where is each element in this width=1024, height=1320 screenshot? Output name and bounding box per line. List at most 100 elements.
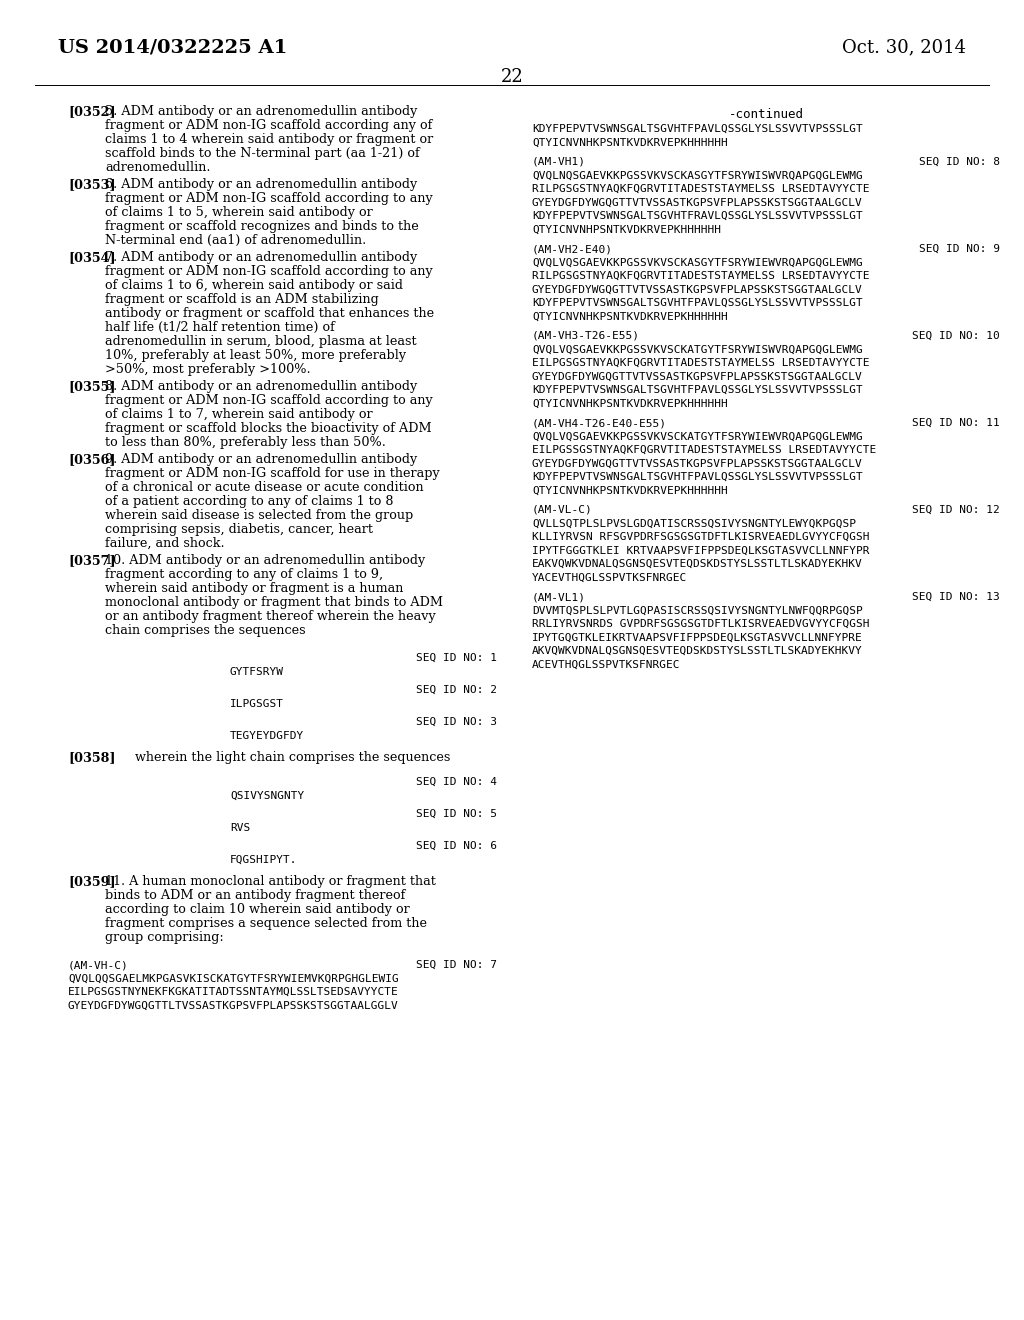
Text: to less than 80%, preferably less than 50%.: to less than 80%, preferably less than 5… xyxy=(105,436,386,449)
Text: RVS: RVS xyxy=(230,822,250,833)
Text: fragment comprises a sequence selected from the: fragment comprises a sequence selected f… xyxy=(105,917,427,931)
Text: DVVMTQSPLSLPVTLGQPASISCRSSQSIVYSNGNTYLNWFQQRPGQSP: DVVMTQSPLSLPVTLGQPASISCRSSQSIVYSNGNTYLNW… xyxy=(532,606,863,615)
Text: EILPGSGSTNYAQKFQGRVTITADESTSTAYMELSS LRSEDTAVYYCTE: EILPGSGSTNYAQKFQGRVTITADESTSTAYMELSS LRS… xyxy=(532,358,869,368)
Text: QTYICNVNHKPSNTKVDKRVEPKHHHHHH: QTYICNVNHKPSNTKVDKRVEPKHHHHHH xyxy=(532,399,728,408)
Text: SEQ ID NO: 4: SEQ ID NO: 4 xyxy=(416,777,497,787)
Text: [0352]: [0352] xyxy=(68,106,116,117)
Text: SEQ ID NO: 10: SEQ ID NO: 10 xyxy=(912,331,1000,341)
Text: IPYTGQGTKLEIKRTVAAPSVFIFPPSDEQLKSGTASVVCLLNNFYPRE: IPYTGQGTKLEIKRTVAAPSVFIFPPSDEQLKSGTASVVC… xyxy=(532,632,863,643)
Text: FQGSHIPYT.: FQGSHIPYT. xyxy=(230,855,298,865)
Text: IPYTFGGGTKLEI KRTVAAPSVFIFPPSDEQLKSGTASVVCLLNNFYPR: IPYTFGGGTKLEI KRTVAAPSVFIFPPSDEQLKSGTASV… xyxy=(532,545,869,556)
Text: ILPGSGST: ILPGSGST xyxy=(230,700,284,709)
Text: half life (t1/2 half retention time) of: half life (t1/2 half retention time) of xyxy=(105,321,335,334)
Text: wherein the light chain comprises the sequences: wherein the light chain comprises the se… xyxy=(135,751,451,764)
Text: according to claim 10 wherein said antibody or: according to claim 10 wherein said antib… xyxy=(105,903,410,916)
Text: GYEYDGFDYWGQGTTVTVSSASTKGPSVFPLAPSSKSTSGGTAALGCLV: GYEYDGFDYWGQGTTVTVSSASTKGPSVFPLAPSSKSTSG… xyxy=(532,371,863,381)
Text: KDYFPEPVTVSWNSGALTSGVHTFPAVLQSSGLYSLSSVVTVPSSSLGT: KDYFPEPVTVSWNSGALTSGVHTFPAVLQSSGLYSLSSVV… xyxy=(532,124,863,135)
Text: [0355]: [0355] xyxy=(68,380,116,393)
Text: fragment or ADM non-IG scaffold according any of: fragment or ADM non-IG scaffold accordin… xyxy=(105,119,432,132)
Text: >50%, most preferably >100%.: >50%, most preferably >100%. xyxy=(105,363,310,376)
Text: QVQLQQSGAELMKPGASVKISCKATGYTFSRYWIEMVKQRPGHGLEWIG: QVQLQQSGAELMKPGASVKISCKATGYTFSRYWIEMVKQR… xyxy=(68,974,398,983)
Text: scaffold binds to the N-terminal part (aa 1-21) of: scaffold binds to the N-terminal part (a… xyxy=(105,147,420,160)
Text: binds to ADM or an antibody fragment thereof: binds to ADM or an antibody fragment the… xyxy=(105,888,406,902)
Text: GYEYDGFDYWGQGTTVTVSSASTKGPSVFPLAPSSKSTSGGTAALGCLV: GYEYDGFDYWGQGTTVTVSSASTKGPSVFPLAPSSKSTSG… xyxy=(532,285,863,294)
Text: EILPGSSGSTNYAQKFQGRVTITADESTSTAYMELSS LRSEDTAVYYCTE: EILPGSSGSTNYAQKFQGRVTITADESTSTAYMELSS LR… xyxy=(532,445,877,455)
Text: US 2014/0322225 A1: US 2014/0322225 A1 xyxy=(58,38,288,55)
Text: [0357]: [0357] xyxy=(68,554,116,568)
Text: or an antibody fragment thereof wherein the heavy: or an antibody fragment thereof wherein … xyxy=(105,610,436,623)
Text: ACEVTHQGLSSPVTKSFNRGEC: ACEVTHQGLSSPVTKSFNRGEC xyxy=(532,660,681,669)
Text: SEQ ID NO: 11: SEQ ID NO: 11 xyxy=(912,418,1000,428)
Text: fragment or ADM non-IG scaffold according to any: fragment or ADM non-IG scaffold accordin… xyxy=(105,393,433,407)
Text: GYTFSRYW: GYTFSRYW xyxy=(230,667,284,677)
Text: [0359]: [0359] xyxy=(68,875,116,888)
Text: chain comprises the sequences: chain comprises the sequences xyxy=(105,624,305,638)
Text: 8. ADM antibody or an adrenomedullin antibody: 8. ADM antibody or an adrenomedullin ant… xyxy=(105,380,417,393)
Text: (AM-VL1): (AM-VL1) xyxy=(532,591,586,602)
Text: of claims 1 to 7, wherein said antibody or: of claims 1 to 7, wherein said antibody … xyxy=(105,408,373,421)
Text: SEQ ID NO: 1: SEQ ID NO: 1 xyxy=(416,653,497,663)
Text: fragment or ADM non-IG scaffold according to any: fragment or ADM non-IG scaffold accordin… xyxy=(105,191,433,205)
Text: (AM-VH1): (AM-VH1) xyxy=(532,157,586,168)
Text: SEQ ID NO: 7: SEQ ID NO: 7 xyxy=(416,960,497,970)
Text: (AM-VH4-T26-E40-E55): (AM-VH4-T26-E40-E55) xyxy=(532,418,667,428)
Text: N-terminal end (aa1) of adrenomedullin.: N-terminal end (aa1) of adrenomedullin. xyxy=(105,234,367,247)
Text: GYEYDGFDYWGQGTTLTVSSASTKGPSVFPLAPSSKSTSGGTAALGGLV: GYEYDGFDYWGQGTTLTVSSASTKGPSVFPLAPSSKSTSG… xyxy=(68,1001,398,1011)
Text: SEQ ID NO: 6: SEQ ID NO: 6 xyxy=(416,841,497,851)
Text: 10%, preferably at least 50%, more preferably: 10%, preferably at least 50%, more prefe… xyxy=(105,348,407,362)
Text: 9. ADM antibody or an adrenomedullin antibody: 9. ADM antibody or an adrenomedullin ant… xyxy=(105,453,417,466)
Text: QTYICNVNHKPSNTKVDKRVEPKHHHHHH: QTYICNVNHKPSNTKVDKRVEPKHHHHHH xyxy=(532,137,728,148)
Text: fragment or scaffold recognizes and binds to the: fragment or scaffold recognizes and bind… xyxy=(105,220,419,234)
Text: KDYFPEPVTVSWNSGALTSGVHTFPAVLQSSGLYSLSSVVTVPSSSLGT: KDYFPEPVTVSWNSGALTSGVHTFPAVLQSSGLYSLSSVV… xyxy=(532,298,863,308)
Text: YACEVTHQGLSSPVTKSFNRGEC: YACEVTHQGLSSPVTKSFNRGEC xyxy=(532,573,687,582)
Text: (AM-VL-C): (AM-VL-C) xyxy=(532,506,593,515)
Text: of claims 1 to 5, wherein said antibody or: of claims 1 to 5, wherein said antibody … xyxy=(105,206,373,219)
Text: 5. ADM antibody or an adrenomedullin antibody: 5. ADM antibody or an adrenomedullin ant… xyxy=(105,106,418,117)
Text: QVQLVQSGAEVKKPGSSVKVSCKATGYTFSRYWIEWVRQAPGQGLEWMG: QVQLVQSGAEVKKPGSSVKVSCKATGYTFSRYWIEWVRQA… xyxy=(532,432,863,441)
Text: fragment or ADM non-IG scaffold for use in therapy: fragment or ADM non-IG scaffold for use … xyxy=(105,467,439,480)
Text: claims 1 to 4 wherein said antibody or fragment or: claims 1 to 4 wherein said antibody or f… xyxy=(105,133,433,147)
Text: SEQ ID NO: 13: SEQ ID NO: 13 xyxy=(912,591,1000,602)
Text: fragment or scaffold is an ADM stabilizing: fragment or scaffold is an ADM stabilizi… xyxy=(105,293,379,306)
Text: KLLIYRVSN RFSGVPDRFSGSGSGTDFTLKISRVEAEDLGVYYCFQGSH: KLLIYRVSN RFSGVPDRFSGSGSGTDFTLKISRVEAEDL… xyxy=(532,532,869,543)
Text: [0358]: [0358] xyxy=(68,751,116,764)
Text: adrenomedullin.: adrenomedullin. xyxy=(105,161,211,174)
Text: SEQ ID NO: 3: SEQ ID NO: 3 xyxy=(416,717,497,727)
Text: wherein said antibody or fragment is a human: wherein said antibody or fragment is a h… xyxy=(105,582,403,595)
Text: -continued: -continued xyxy=(728,108,804,121)
Text: of claims 1 to 6, wherein said antibody or said: of claims 1 to 6, wherein said antibody … xyxy=(105,279,403,292)
Text: QVQLVQSGAEVKKPGSSVKVSCKASGYTFSRYWIEWVRQAPGQGLEWMG: QVQLVQSGAEVKKPGSSVKVSCKASGYTFSRYWIEWVRQA… xyxy=(532,257,863,268)
Text: 6. ADM antibody or an adrenomedullin antibody: 6. ADM antibody or an adrenomedullin ant… xyxy=(105,178,417,191)
Text: QTYICNVNHPSNTKVDKRVEPKHHHHHH: QTYICNVNHPSNTKVDKRVEPKHHHHHH xyxy=(532,224,721,235)
Text: (AM-VH3-T26-E55): (AM-VH3-T26-E55) xyxy=(532,331,640,341)
Text: of a patient according to any of claims 1 to 8: of a patient according to any of claims … xyxy=(105,495,393,508)
Text: EILPGSGSTNYNEKFKGKATITADTSSNTAYMQLSSLTSEDSAVYYCTE: EILPGSGSTNYNEKFKGKATITADTSSNTAYMQLSSLTSE… xyxy=(68,987,398,997)
Text: fragment or ADM non-IG scaffold according to any: fragment or ADM non-IG scaffold accordin… xyxy=(105,265,433,279)
Text: RRLIYRVSNRDS GVPDRFSGSGSGTDFTLKISRVEAEDVGVYYCFQGSH: RRLIYRVSNRDS GVPDRFSGSGSGTDFTLKISRVEAEDV… xyxy=(532,619,869,630)
Text: 11. A human monoclonal antibody or fragment that: 11. A human monoclonal antibody or fragm… xyxy=(105,875,436,888)
Text: (AM-VH-C): (AM-VH-C) xyxy=(68,960,129,970)
Text: SEQ ID NO: 8: SEQ ID NO: 8 xyxy=(919,157,1000,168)
Text: TEGYEYDGFDY: TEGYEYDGFDY xyxy=(230,731,304,741)
Text: AKVQWKVDNALQSGNSQESVTEQDSKDSTYSLSSTLTLSKADYEKHKVY: AKVQWKVDNALQSGNSQESVTEQDSKDSTYSLSSTLTLSK… xyxy=(532,645,863,656)
Text: of a chronical or acute disease or acute condition: of a chronical or acute disease or acute… xyxy=(105,480,424,494)
Text: QVQLNQSGAEVKKPGSSVKVSCKASGYTFSRYWISWVRQAPGQGLEWMG: QVQLNQSGAEVKKPGSSVKVSCKASGYTFSRYWISWVRQA… xyxy=(532,170,863,181)
Text: SEQ ID NO: 5: SEQ ID NO: 5 xyxy=(416,809,497,818)
Text: [0354]: [0354] xyxy=(68,251,116,264)
Text: SEQ ID NO: 2: SEQ ID NO: 2 xyxy=(416,685,497,696)
Text: 22: 22 xyxy=(501,69,523,86)
Text: monoclonal antibody or fragment that binds to ADM: monoclonal antibody or fragment that bin… xyxy=(105,597,443,609)
Text: 7. ADM antibody or an adrenomedullin antibody: 7. ADM antibody or an adrenomedullin ant… xyxy=(105,251,417,264)
Text: QVLLSQTPLSLPVSLGDQATISCRSSQSIVYSNGNTYLEWYQKPGQSP: QVLLSQTPLSLPVSLGDQATISCRSSQSIVYSNGNTYLEW… xyxy=(532,519,856,528)
Text: EAKVQWKVDNALQSGNSQESVTEQDSKDSTYSLSSTLTLSKADYEKHKV: EAKVQWKVDNALQSGNSQESVTEQDSKDSTYSLSSTLTLS… xyxy=(532,558,863,569)
Text: antibody or fragment or scaffold that enhances the: antibody or fragment or scaffold that en… xyxy=(105,308,434,319)
Text: (AM-VH2-E40): (AM-VH2-E40) xyxy=(532,244,613,253)
Text: RILPGSGSTNYAQKFQGRVTITADESTSTAYMELSS LRSEDTAVYYCTE: RILPGSGSTNYAQKFQGRVTITADESTSTAYMELSS LRS… xyxy=(532,183,869,194)
Text: 10. ADM antibody or an adrenomedullin antibody: 10. ADM antibody or an adrenomedullin an… xyxy=(105,554,425,568)
Text: adrenomedullin in serum, blood, plasma at least: adrenomedullin in serum, blood, plasma a… xyxy=(105,335,417,348)
Text: fragment according to any of claims 1 to 9,: fragment according to any of claims 1 to… xyxy=(105,568,383,581)
Text: Oct. 30, 2014: Oct. 30, 2014 xyxy=(842,38,966,55)
Text: failure, and shock.: failure, and shock. xyxy=(105,537,224,550)
Text: group comprising:: group comprising: xyxy=(105,931,224,944)
Text: QSIVYSNGNTY: QSIVYSNGNTY xyxy=(230,791,304,801)
